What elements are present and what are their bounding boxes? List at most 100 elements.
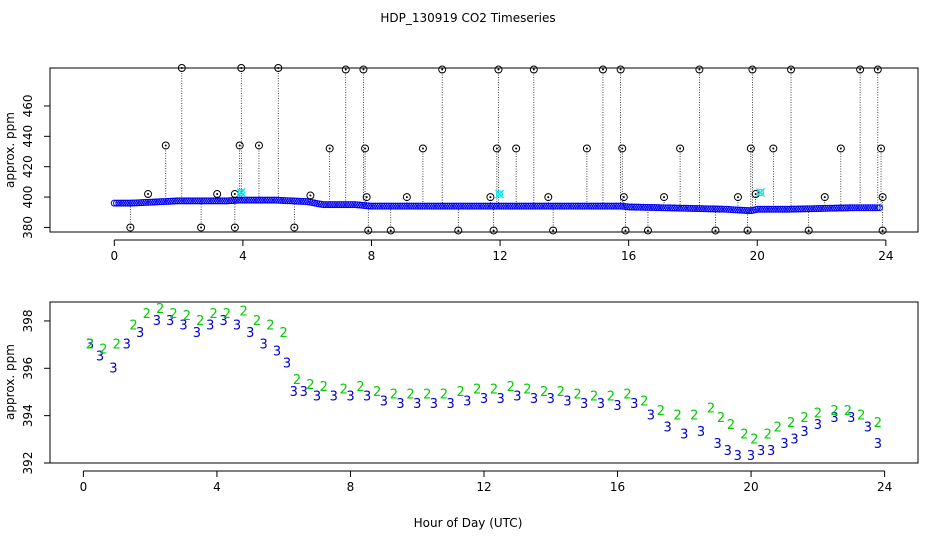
baseline-point xyxy=(695,205,703,213)
series-3-point: 3 xyxy=(413,397,421,412)
outlier-point xyxy=(402,193,411,202)
baseline-point xyxy=(655,204,663,212)
series-3-point: 3 xyxy=(233,319,241,334)
series-3-point: 3 xyxy=(136,326,144,341)
baseline-point xyxy=(261,196,269,204)
baseline-point xyxy=(176,197,184,205)
series-3-point: 3 xyxy=(513,390,521,405)
baseline-point xyxy=(824,204,832,212)
baseline-point xyxy=(833,204,841,212)
baseline-point xyxy=(146,198,154,206)
baseline-point xyxy=(718,205,726,213)
outlier-point xyxy=(619,193,628,202)
x-tick-label: 20 xyxy=(750,249,765,263)
y-tick-label: 398 xyxy=(21,309,35,332)
series-3-point: 3 xyxy=(580,397,588,412)
baseline-point xyxy=(149,198,157,206)
series-2-point: 2 xyxy=(623,387,631,402)
baseline-point xyxy=(682,204,690,212)
baseline-point xyxy=(331,201,339,209)
baseline-point xyxy=(275,196,283,204)
series-2-point: 2 xyxy=(774,420,782,435)
baseline-point xyxy=(547,202,555,210)
baseline-point xyxy=(675,204,683,212)
outlier-point xyxy=(364,226,373,235)
series-3-point: 3 xyxy=(563,394,571,409)
series-2-point: 2 xyxy=(640,394,648,409)
series-3-point: 3 xyxy=(847,411,855,426)
outlier-point-center xyxy=(881,196,884,199)
baseline-point xyxy=(635,203,643,211)
series-3-point: 3 xyxy=(273,345,281,360)
series-2-point: 2 xyxy=(573,387,581,402)
outlier-point-center xyxy=(823,196,826,199)
outlier-point xyxy=(306,191,315,200)
x-tick-label: 8 xyxy=(368,249,376,263)
outlier-point xyxy=(254,141,263,150)
series-3-point: 3 xyxy=(290,385,298,400)
baseline-point xyxy=(495,202,503,210)
top-panel: 0 4 8 12 16 20 24 380 400 420 440 460 approx. ppm xyxy=(3,64,919,263)
baseline-point xyxy=(180,197,188,205)
baseline-point xyxy=(416,202,424,210)
baseline-point xyxy=(662,204,670,212)
baseline-point xyxy=(353,201,361,209)
outlier-point xyxy=(512,144,521,153)
baseline-point xyxy=(639,203,647,211)
baseline-point xyxy=(869,204,877,212)
baseline-point xyxy=(727,206,735,214)
cyan-point xyxy=(236,188,246,197)
series-3-point: 3 xyxy=(757,444,765,459)
baseline-point xyxy=(515,202,523,210)
series-2-point: 2 xyxy=(390,387,398,402)
series-3-point: 3 xyxy=(697,425,705,440)
baseline-point xyxy=(644,203,652,211)
baseline-point xyxy=(243,196,251,204)
baseline-point xyxy=(506,202,514,210)
outlier-point xyxy=(161,141,170,150)
baseline-point xyxy=(419,202,427,210)
outlier-point-center xyxy=(389,229,392,232)
baseline-point xyxy=(524,202,532,210)
baseline-point xyxy=(448,202,456,210)
baseline-point xyxy=(617,202,625,210)
baseline-point xyxy=(531,202,539,210)
baseline-point xyxy=(875,204,883,212)
baseline-point xyxy=(569,202,577,210)
outlier-point-center xyxy=(233,193,236,196)
baseline-point xyxy=(185,197,193,205)
top-y-axis-label: approx. ppm xyxy=(3,112,17,188)
baseline-point xyxy=(671,204,679,212)
series-2-point: 2 xyxy=(440,387,448,402)
outlier-point-center xyxy=(663,196,666,199)
baseline-point xyxy=(707,205,715,213)
series-3-point: 3 xyxy=(396,397,404,412)
baseline-point xyxy=(286,197,294,205)
baseline-point xyxy=(549,202,557,210)
baseline-point xyxy=(461,202,469,210)
baseline-point xyxy=(439,202,447,210)
series-2-point: 2 xyxy=(373,385,381,400)
baseline-point xyxy=(194,197,202,205)
baseline-point xyxy=(610,202,618,210)
baseline-point xyxy=(441,202,449,210)
baseline-point xyxy=(151,198,159,206)
outlier-point xyxy=(676,144,685,153)
baseline-point xyxy=(673,204,681,212)
baseline-point xyxy=(790,205,798,213)
baseline-point xyxy=(668,204,676,212)
baseline-point xyxy=(218,197,226,205)
baseline-point xyxy=(646,203,654,211)
baseline-point xyxy=(470,202,478,210)
baseline-point xyxy=(272,196,280,204)
outlier-point-center xyxy=(233,226,236,229)
baseline-point xyxy=(590,202,598,210)
series-2-point: 2 xyxy=(673,409,681,424)
outlier-point-center xyxy=(457,229,460,232)
outlier-point-center xyxy=(257,144,260,147)
baseline-point xyxy=(270,196,278,204)
series-2-point: 2 xyxy=(293,373,301,388)
outlier-point xyxy=(733,193,742,202)
baseline-point xyxy=(722,205,730,213)
